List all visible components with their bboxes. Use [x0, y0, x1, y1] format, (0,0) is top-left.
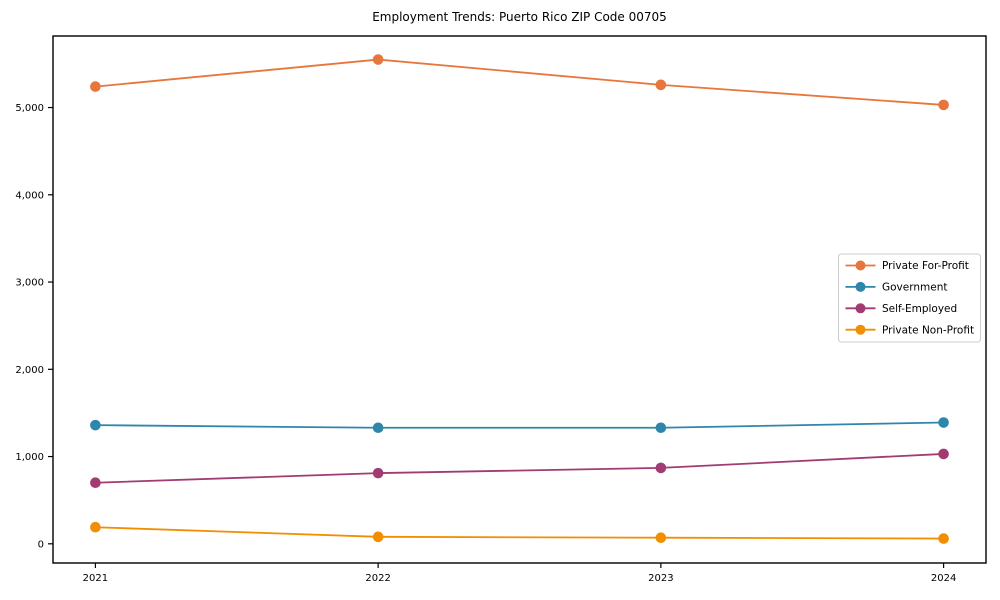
- x-axis-tick-label: 2021: [83, 573, 108, 584]
- legend-item-government: Government: [845, 281, 947, 294]
- legend: Private For-Profit Government Self-Employe…: [838, 253, 981, 343]
- x-axis: 2021 2022 2023 2024: [83, 563, 956, 584]
- x-axis-tick-label: 2022: [365, 573, 390, 584]
- y-axis-tick-label: 5,000: [15, 103, 44, 114]
- data-point-marker: [90, 521, 101, 533]
- legend-item-private-non-profit: Private Non-Profit: [845, 324, 974, 336]
- legend-label: Government: [882, 282, 947, 294]
- y-axis-tick-label: 1,000: [15, 452, 44, 463]
- series-line: [94, 58, 945, 106]
- data-point-marker: [655, 532, 667, 543]
- data-point-marker: [372, 531, 384, 543]
- legend-marker-sample: [855, 324, 866, 335]
- data-point-marker: [90, 81, 101, 92]
- series-line: [94, 421, 945, 429]
- legend-item-self-employed: Self-Employed: [845, 303, 957, 315]
- legend-label: Self-Employed: [882, 303, 957, 315]
- data-point-marker: [90, 477, 101, 489]
- series-government: [90, 417, 949, 434]
- series-line: [94, 526, 945, 540]
- x-axis-tick-label: 2023: [648, 573, 673, 584]
- data-point-marker: [655, 79, 667, 91]
- data-point-marker: [90, 419, 101, 431]
- data-point-marker: [938, 99, 949, 111]
- series-line: [94, 453, 945, 484]
- x-axis-tick-label: 2024: [931, 573, 956, 584]
- legend-label: Private Non-Profit: [882, 324, 974, 336]
- data-point-marker: [372, 54, 384, 65]
- legend-item-private-for-profit: Private For-Profit: [845, 260, 969, 272]
- plot-area-border: [52, 35, 987, 564]
- y-axis: 0 1,000 2,000 3,000 4,000 5,000: [15, 103, 53, 550]
- y-axis-tick-label: 3,000: [15, 278, 44, 289]
- data-point-marker: [372, 422, 384, 434]
- y-axis-tick-label: 4,000: [15, 190, 44, 201]
- series-private-non-profit: [90, 521, 949, 544]
- data-point-marker: [938, 533, 949, 544]
- legend-box: [838, 253, 981, 343]
- series-self-employed: [90, 448, 949, 489]
- legend-marker-sample: [855, 303, 866, 314]
- y-axis-tick-label: 2,000: [15, 365, 44, 376]
- data-point-marker: [938, 448, 949, 460]
- legend-marker-sample: [855, 260, 866, 271]
- legend-label: Private For-Profit: [882, 260, 969, 272]
- data-point-marker: [655, 422, 667, 434]
- data-point-marker: [655, 462, 667, 474]
- y-axis-tick-label: 0: [38, 539, 44, 550]
- chart-title: Employment Trends: Puerto Rico ZIP Code …: [372, 10, 667, 24]
- data-point-marker: [372, 467, 384, 479]
- data-point-marker: [938, 417, 949, 428]
- legend-marker-sample: [855, 281, 866, 292]
- series-private-for-profit: [90, 54, 949, 111]
